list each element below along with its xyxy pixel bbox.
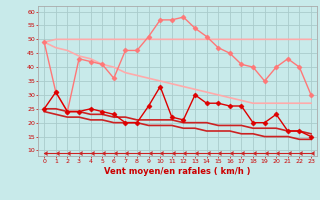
X-axis label: Vent moyen/en rafales ( km/h ): Vent moyen/en rafales ( km/h ) [104, 167, 251, 176]
